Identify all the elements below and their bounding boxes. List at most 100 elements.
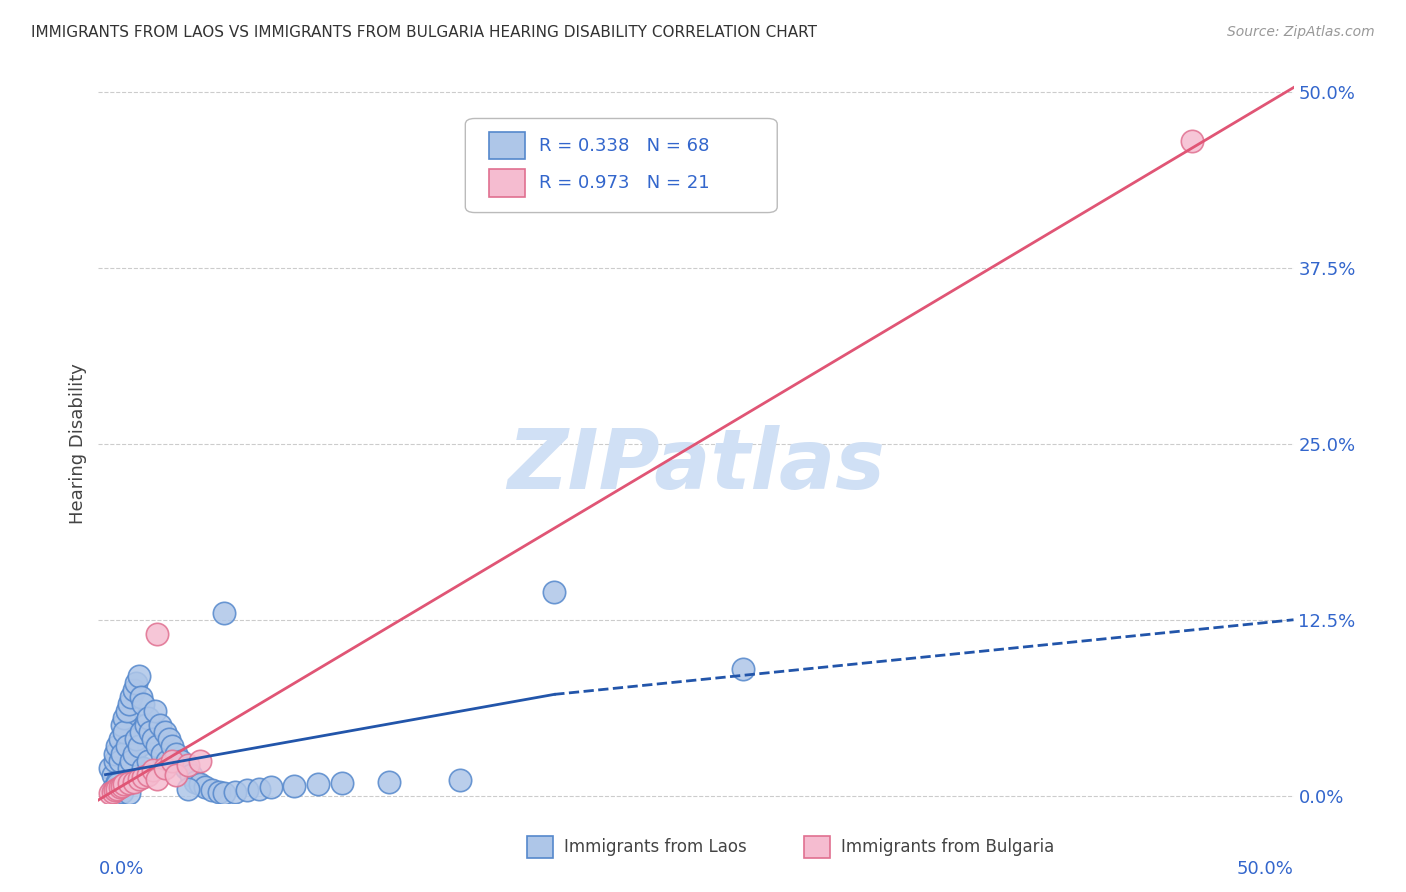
- Point: [153, 725, 176, 739]
- Point: [160, 739, 183, 754]
- Point: [236, 783, 259, 797]
- Point: [105, 774, 128, 789]
- FancyBboxPatch shape: [489, 169, 524, 197]
- Point: [330, 776, 353, 790]
- Point: [143, 704, 166, 718]
- Point: [378, 774, 401, 789]
- Point: [160, 754, 183, 768]
- Point: [132, 761, 155, 775]
- Point: [104, 747, 127, 761]
- Point: [112, 777, 135, 791]
- Point: [157, 732, 180, 747]
- Y-axis label: Hearing Disability: Hearing Disability: [69, 363, 87, 524]
- Point: [543, 584, 565, 599]
- Point: [111, 747, 134, 761]
- Point: [101, 767, 124, 781]
- Point: [122, 683, 145, 698]
- Text: 50.0%: 50.0%: [1237, 860, 1294, 879]
- Point: [104, 754, 127, 768]
- Text: Source: ZipAtlas.com: Source: ZipAtlas.com: [1227, 25, 1375, 39]
- Point: [129, 725, 152, 739]
- Point: [118, 761, 141, 775]
- Point: [104, 783, 127, 797]
- Point: [136, 754, 159, 768]
- Point: [194, 780, 217, 795]
- Point: [118, 776, 141, 790]
- Point: [122, 747, 145, 761]
- Point: [180, 767, 202, 781]
- Point: [146, 739, 169, 754]
- Point: [156, 754, 179, 768]
- Point: [108, 780, 131, 795]
- Point: [208, 784, 231, 798]
- Point: [108, 754, 131, 768]
- Text: R = 0.973   N = 21: R = 0.973 N = 21: [540, 174, 710, 192]
- Text: Immigrants from Bulgaria: Immigrants from Bulgaria: [841, 838, 1054, 856]
- Point: [128, 739, 150, 754]
- Point: [150, 747, 173, 761]
- Point: [132, 698, 155, 712]
- FancyBboxPatch shape: [465, 119, 778, 212]
- Point: [118, 698, 141, 712]
- Point: [247, 781, 270, 796]
- Point: [149, 718, 172, 732]
- Point: [260, 780, 283, 795]
- Point: [118, 786, 141, 800]
- Point: [142, 732, 165, 747]
- Point: [283, 779, 305, 793]
- Point: [307, 777, 329, 791]
- FancyBboxPatch shape: [489, 132, 524, 160]
- Point: [146, 627, 169, 641]
- Point: [125, 732, 148, 747]
- Point: [105, 781, 128, 796]
- Point: [136, 711, 159, 725]
- Point: [129, 690, 152, 705]
- Point: [101, 784, 124, 798]
- Point: [212, 606, 235, 620]
- Point: [136, 767, 159, 781]
- Text: Immigrants from Laos: Immigrants from Laos: [564, 838, 747, 856]
- Point: [112, 711, 135, 725]
- Point: [188, 754, 211, 768]
- Point: [153, 761, 176, 775]
- Point: [125, 676, 148, 690]
- Point: [128, 772, 150, 786]
- Point: [1181, 134, 1204, 148]
- Point: [177, 757, 200, 772]
- Point: [139, 725, 162, 739]
- Point: [201, 783, 224, 797]
- Point: [101, 781, 124, 796]
- Point: [105, 777, 128, 791]
- Point: [121, 690, 143, 705]
- Point: [449, 773, 471, 788]
- Point: [177, 781, 200, 796]
- Point: [105, 739, 128, 754]
- Point: [111, 784, 134, 798]
- Point: [108, 732, 131, 747]
- Text: 0.0%: 0.0%: [98, 860, 143, 879]
- Text: ZIPatlas: ZIPatlas: [508, 425, 884, 506]
- Point: [132, 771, 155, 785]
- Point: [733, 662, 755, 676]
- Point: [122, 774, 145, 789]
- Point: [142, 764, 165, 778]
- Point: [98, 761, 121, 775]
- Point: [128, 669, 150, 683]
- Point: [146, 772, 169, 786]
- Point: [224, 784, 246, 798]
- Text: IMMIGRANTS FROM LAOS VS IMMIGRANTS FROM BULGARIA HEARING DISABILITY CORRELATION : IMMIGRANTS FROM LAOS VS IMMIGRANTS FROM …: [31, 25, 817, 40]
- Point: [135, 718, 157, 732]
- Point: [98, 786, 121, 800]
- Point: [112, 725, 135, 739]
- Point: [170, 754, 193, 768]
- Point: [165, 747, 187, 761]
- Point: [212, 786, 235, 800]
- Point: [174, 761, 197, 775]
- Point: [188, 777, 211, 791]
- Point: [121, 754, 143, 768]
- Point: [115, 704, 138, 718]
- Point: [111, 779, 134, 793]
- Point: [165, 767, 187, 781]
- Point: [115, 739, 138, 754]
- Point: [184, 774, 207, 789]
